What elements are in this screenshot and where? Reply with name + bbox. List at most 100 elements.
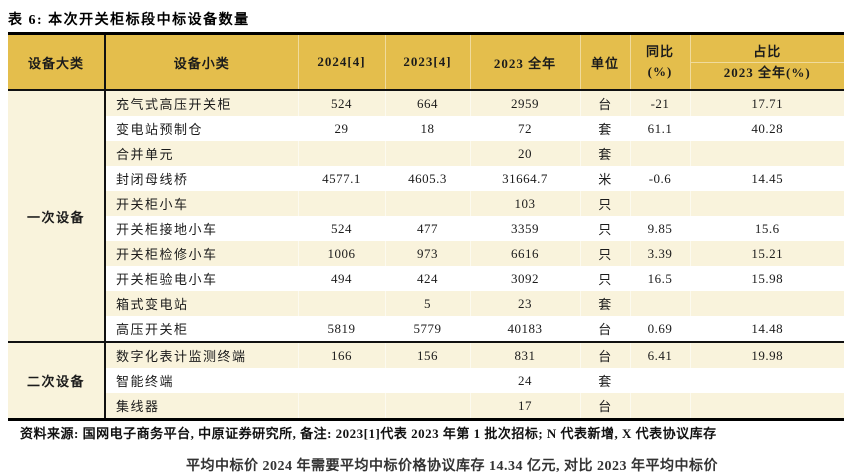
table-row: 开关柜接地小车 524 477 3359 只 9.85 15.6 (8, 216, 844, 241)
subcategory-cell: 开关柜检修小车 (105, 241, 298, 266)
header-share: 占比 2023 全年(%) (689, 33, 844, 91)
share-cell: 15.6 (689, 216, 844, 241)
share-cell (689, 291, 844, 316)
share-cell: 17.71 (689, 90, 844, 116)
value-2024-cell (297, 393, 385, 420)
value-2023-cell: 424 (384, 266, 470, 291)
value-2024-cell (297, 141, 385, 166)
header-share-label: 占比 (753, 43, 782, 59)
value-2023-cell: 5779 (384, 316, 470, 342)
yoy-cell: -0.6 (629, 166, 690, 191)
table-row: 合并单元 20 套 (8, 141, 844, 166)
unit-cell: 台 (579, 90, 630, 116)
unit-cell: 套 (579, 291, 630, 316)
subcategory-cell: 变电站预制仓 (105, 116, 298, 141)
category-cell: 一次设备 (8, 90, 106, 342)
yoy-cell: 3.39 (629, 241, 690, 266)
share-cell (689, 368, 844, 393)
value-2024-cell: 524 (297, 216, 385, 241)
header-category: 设备大类 (8, 33, 106, 91)
table-row: 集线器 17 台 (8, 393, 844, 420)
category-cell: 二次设备 (8, 341, 106, 420)
unit-cell: 套 (579, 368, 630, 393)
header-2023: 2023[4] (384, 33, 470, 91)
share-cell (689, 141, 844, 166)
unit-cell: 只 (579, 266, 630, 291)
value-2023-full-cell: 3092 (469, 266, 580, 291)
yoy-cell (629, 393, 690, 420)
share-cell: 15.21 (689, 241, 844, 266)
value-2023-cell: 477 (384, 216, 470, 241)
value-2024-cell: 166 (297, 341, 385, 368)
subcategory-cell: 开关柜接地小车 (105, 216, 298, 241)
table-row: 一次设备 充气式高压开关柜 524 664 2959 台 -21 17.71 (8, 90, 844, 342)
value-2023-full-cell: 23 (469, 291, 580, 316)
unit-cell: 台 (579, 393, 630, 420)
value-2024-cell: 1006 (297, 241, 385, 266)
value-2024-cell (297, 291, 385, 316)
share-cell (689, 191, 844, 216)
table-title: 表 6: 本次开关柜标段中标设备数量 (8, 13, 250, 28)
header-yoy-label: 同比 (645, 44, 674, 59)
value-2023-full-cell: 20 (469, 141, 580, 166)
value-2023-full-cell: 17 (469, 393, 580, 420)
yoy-cell (629, 191, 690, 216)
subcategory-cell: 合并单元 (105, 141, 298, 166)
value-2023-cell: 5 (384, 291, 470, 316)
value-2023-cell: 4605.3 (384, 166, 470, 191)
subcategory-cell: 高压开关柜 (105, 316, 298, 342)
header-subcategory: 设备小类 (104, 33, 298, 91)
unit-cell: 台 (579, 316, 630, 342)
table-row: 变电站预制仓 29 18 72 套 61.1 40.28 (8, 116, 844, 141)
partial-cut-text: 平均中标价 2024 年需要平均中标价格协议库存 14.34 亿元, 对比 20… (186, 459, 718, 474)
table-row: 封闭母线桥 4577.1 4605.3 31664.7 米 -0.6 14.45 (8, 166, 844, 191)
table-row: 二次设备 数字化表计监测终端 166 156 831 台 6.41 19.98 (8, 341, 844, 420)
value-2023-full-cell: 3359 (469, 216, 580, 241)
table-row: 开关柜检修小车 1006 973 6616 只 3.39 15.21 (8, 241, 844, 266)
header-2023-full-year: 2023 全年 (469, 33, 580, 91)
unit-cell: 米 (579, 166, 630, 191)
table-body: 一次设备 充气式高压开关柜 524 664 2959 台 -21 17.71 变电站预制仓 29 1… (8, 90, 844, 420)
yoy-cell (629, 291, 690, 316)
value-2023-cell (384, 141, 470, 166)
value-2023-full-cell: 24 (469, 368, 580, 393)
value-2023-cell (384, 191, 470, 216)
unit-cell: 只 (579, 216, 630, 241)
yoy-cell: 16.5 (629, 266, 690, 291)
table-header-row: 设备大类 设备小类 2024[4] 2023[4] 2023 全年 单位 同比 … (8, 33, 844, 91)
yoy-cell: -21 (629, 90, 690, 116)
yoy-cell (629, 141, 690, 166)
share-cell: 19.98 (689, 341, 844, 368)
value-2024-cell: 494 (297, 266, 385, 291)
table-row: 箱式变电站 5 23 套 (8, 291, 844, 316)
unit-cell: 台 (579, 341, 630, 368)
unit-cell: 只 (579, 191, 630, 216)
value-2023-full-cell: 103 (469, 191, 580, 216)
yoy-cell: 6.41 (629, 341, 690, 368)
subcategory-cell: 智能终端 (105, 368, 298, 393)
subcategory-cell: 封闭母线桥 (105, 166, 298, 191)
share-cell: 14.45 (689, 166, 844, 191)
value-2024-cell: 5819 (297, 316, 385, 342)
value-2024-cell (297, 191, 385, 216)
value-2023-cell: 664 (384, 90, 470, 116)
source-note: 资料来源: 国网电子商务平台, 中原证券研究所, 备注: 2023[1]代表 2… (20, 426, 717, 441)
subcategory-cell: 箱式变电站 (105, 291, 298, 316)
value-2023-full-cell: 40183 (469, 316, 580, 342)
header-yoy: 同比 (%) (629, 33, 690, 91)
value-2023-full-cell: 72 (469, 116, 580, 141)
value-2023-full-cell: 31664.7 (469, 166, 580, 191)
share-cell: 15.98 (689, 266, 844, 291)
value-2023-cell (384, 393, 470, 420)
yoy-cell: 9.85 (629, 216, 690, 241)
value-2024-cell: 4577.1 (297, 166, 385, 191)
value-2024-cell (297, 368, 385, 393)
value-2023-full-cell: 2959 (469, 90, 580, 116)
subcategory-cell: 开关柜小车 (105, 191, 298, 216)
yoy-cell: 61.1 (629, 116, 690, 141)
value-2024-cell: 29 (297, 116, 385, 141)
share-cell: 14.48 (689, 316, 844, 342)
value-2023-cell: 156 (384, 341, 470, 368)
share-cell (689, 393, 844, 420)
yoy-cell (629, 368, 690, 393)
